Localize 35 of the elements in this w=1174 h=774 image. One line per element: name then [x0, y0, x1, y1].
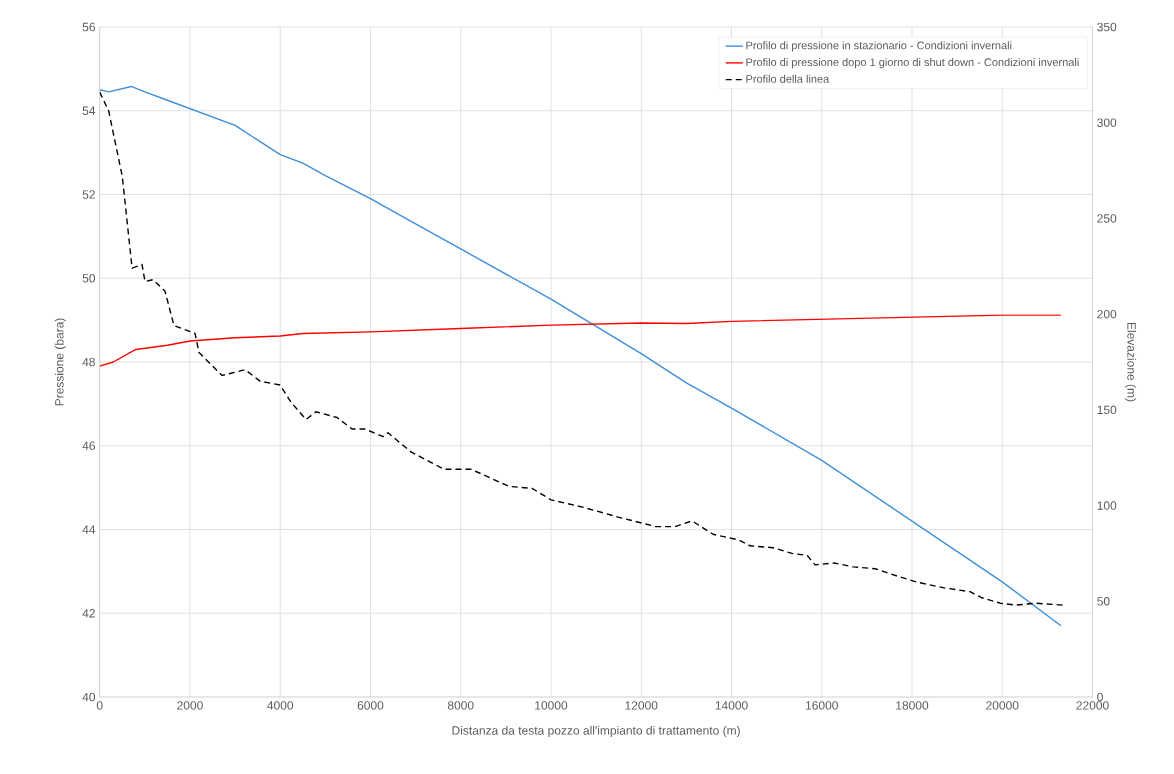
y2-tick-label: 50 — [1097, 597, 1110, 606]
x-tick-label: 4000 — [267, 701, 294, 710]
y-tick-label: 40 — [82, 692, 96, 702]
y2-tick-label: 350 — [1097, 22, 1117, 32]
legend-label: Profilo di pressione dopo 1 giorno di shut down - Condizioni invernali — [746, 58, 1079, 69]
x-tick-label: 18000 — [896, 701, 929, 710]
x-tick-label: 8000 — [447, 701, 474, 710]
x-tick-label: 0 — [96, 701, 103, 710]
y2-tick-label: 100 — [1097, 501, 1117, 510]
y-tick-label: 54 — [82, 106, 96, 115]
x-tick-label: 20000 — [986, 701, 1019, 710]
y-axis-title: Pressione (bara) — [54, 318, 66, 406]
x-tick-label: 16000 — [805, 701, 838, 710]
y2-tick-label: 150 — [1097, 405, 1117, 415]
x-tick-label: 22000 — [1076, 701, 1109, 710]
y2-tick-label: 300 — [1097, 118, 1117, 127]
y-tick-label: 52 — [82, 190, 95, 199]
x-tick-label: 6000 — [357, 701, 384, 710]
y-tick-label: 46 — [82, 441, 95, 450]
y-tick-label: 56 — [82, 22, 95, 32]
x-tick-label: 12000 — [625, 701, 658, 710]
y-tick-label: 44 — [82, 525, 96, 534]
y-tick-label: 48 — [82, 357, 95, 367]
x-tick-label: 10000 — [535, 701, 568, 710]
y2-axis-title: Elevazione (m) — [1124, 322, 1137, 402]
y-tick-label: 42 — [82, 609, 95, 618]
legend-label: Profilo della linea — [746, 74, 830, 83]
y2-tick-label: 200 — [1097, 309, 1117, 319]
y2-tick-label: 250 — [1097, 214, 1117, 223]
x-tick-label: 2000 — [177, 701, 203, 710]
x-axis-title: Distanza da testa pozzo all'impianto di trattamento (m) — [452, 725, 740, 738]
y2-tick-label: 0 — [1097, 692, 1103, 702]
y-tick-label: 50 — [82, 274, 96, 283]
legend-label: Profilo di pressione in stazionario - Condizioni invernali — [746, 41, 1012, 52]
x-tick-label: 14000 — [715, 701, 748, 710]
